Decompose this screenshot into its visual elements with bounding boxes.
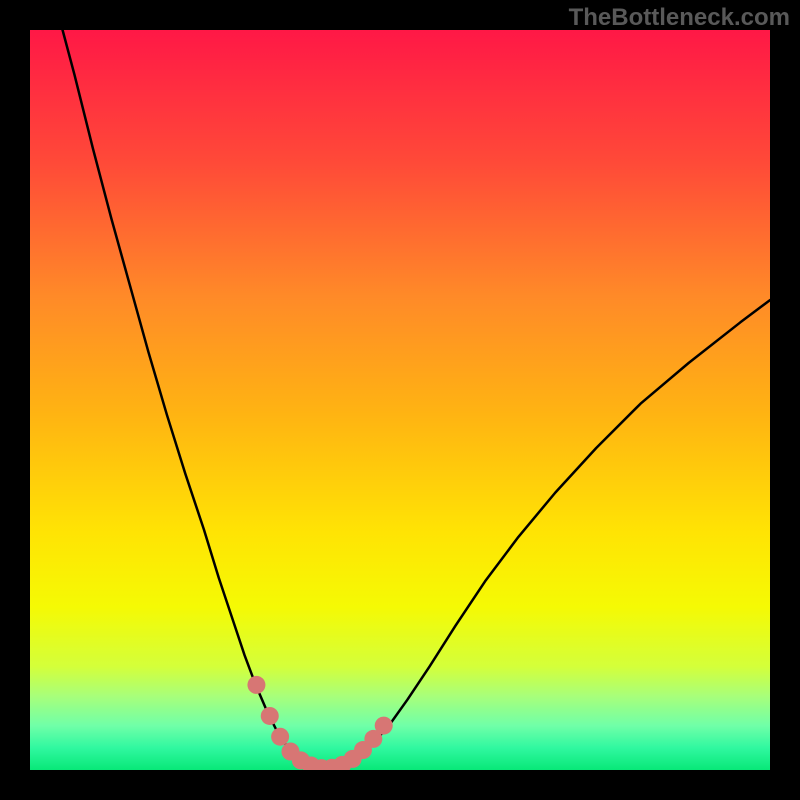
marker-dot [271,728,289,746]
marker-dot [375,717,393,735]
watermark-text: TheBottleneck.com [569,4,790,32]
plot-background [30,30,770,770]
marker-dot [247,676,265,694]
marker-dot [261,707,279,725]
chart-svg [0,0,800,800]
chart-stage: TheBottleneck.com [0,0,800,800]
